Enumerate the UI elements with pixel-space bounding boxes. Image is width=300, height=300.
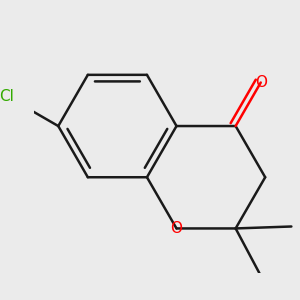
Text: O: O (170, 221, 182, 236)
Text: O: O (255, 75, 267, 90)
Text: Cl: Cl (0, 89, 14, 104)
